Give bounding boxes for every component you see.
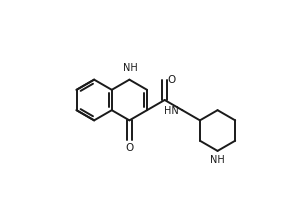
Text: O: O: [168, 75, 176, 85]
Text: NH: NH: [123, 63, 138, 73]
Text: NH: NH: [210, 155, 225, 165]
Text: O: O: [125, 143, 134, 153]
Text: HN: HN: [164, 106, 179, 116]
